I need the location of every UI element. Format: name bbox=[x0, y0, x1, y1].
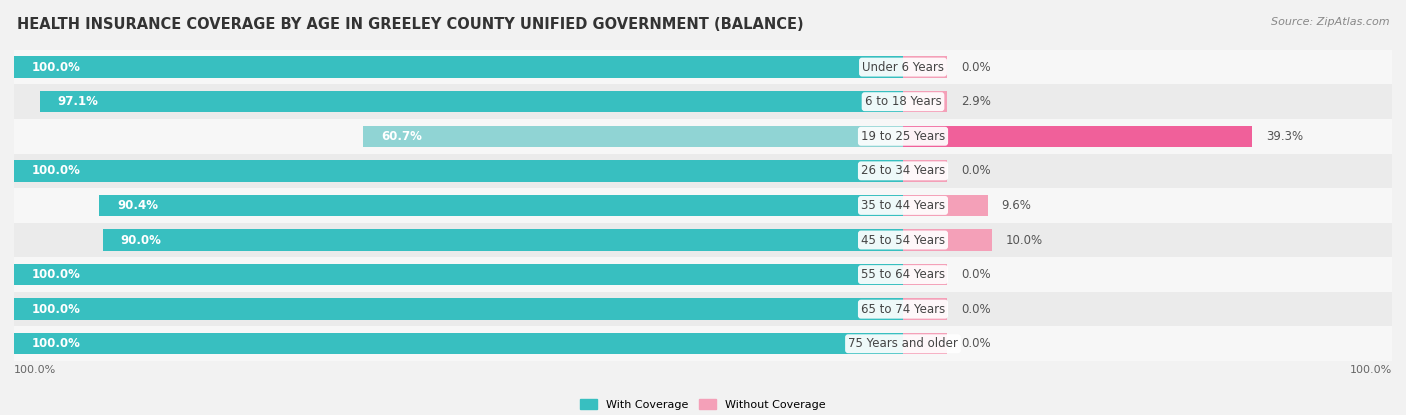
Text: 0.0%: 0.0% bbox=[960, 164, 990, 177]
Bar bbox=[14, 56, 903, 78]
Bar bbox=[14, 298, 903, 320]
Bar bbox=[903, 125, 1253, 147]
Bar bbox=[0, 84, 1406, 119]
Text: 0.0%: 0.0% bbox=[960, 303, 990, 316]
Text: 100.0%: 100.0% bbox=[32, 61, 80, 73]
Bar bbox=[100, 195, 903, 216]
Bar bbox=[14, 264, 903, 286]
Text: 90.0%: 90.0% bbox=[121, 234, 162, 247]
Bar bbox=[0, 154, 1406, 188]
Bar bbox=[903, 229, 991, 251]
Bar bbox=[903, 333, 948, 354]
Bar bbox=[903, 91, 948, 112]
Text: 100.0%: 100.0% bbox=[32, 268, 80, 281]
Bar bbox=[39, 91, 903, 112]
Text: 97.1%: 97.1% bbox=[58, 95, 98, 108]
Text: Under 6 Years: Under 6 Years bbox=[862, 61, 943, 73]
Bar bbox=[0, 223, 1406, 257]
Bar bbox=[0, 327, 1406, 361]
Bar bbox=[363, 125, 903, 147]
Text: 2.9%: 2.9% bbox=[960, 95, 991, 108]
Bar bbox=[0, 188, 1406, 223]
Text: 10.0%: 10.0% bbox=[1005, 234, 1042, 247]
Text: 100.0%: 100.0% bbox=[32, 164, 80, 177]
Text: Source: ZipAtlas.com: Source: ZipAtlas.com bbox=[1271, 17, 1389, 27]
Text: 0.0%: 0.0% bbox=[960, 337, 990, 350]
Bar bbox=[14, 333, 903, 354]
Text: 65 to 74 Years: 65 to 74 Years bbox=[860, 303, 945, 316]
Text: 0.0%: 0.0% bbox=[960, 61, 990, 73]
Bar bbox=[14, 160, 903, 182]
Bar bbox=[903, 264, 948, 286]
Text: 45 to 54 Years: 45 to 54 Years bbox=[860, 234, 945, 247]
Text: 100.0%: 100.0% bbox=[1350, 365, 1392, 375]
Text: 19 to 25 Years: 19 to 25 Years bbox=[860, 130, 945, 143]
Text: 75 Years and older: 75 Years and older bbox=[848, 337, 957, 350]
Text: 26 to 34 Years: 26 to 34 Years bbox=[860, 164, 945, 177]
Text: 90.4%: 90.4% bbox=[117, 199, 159, 212]
Text: 35 to 44 Years: 35 to 44 Years bbox=[860, 199, 945, 212]
Text: 60.7%: 60.7% bbox=[381, 130, 422, 143]
Text: 100.0%: 100.0% bbox=[32, 337, 80, 350]
Text: 100.0%: 100.0% bbox=[32, 303, 80, 316]
Bar bbox=[103, 229, 903, 251]
Bar bbox=[0, 119, 1406, 154]
Bar bbox=[903, 195, 988, 216]
Bar bbox=[903, 56, 948, 78]
Text: 6 to 18 Years: 6 to 18 Years bbox=[865, 95, 942, 108]
Legend: With Coverage, Without Coverage: With Coverage, Without Coverage bbox=[576, 395, 830, 415]
Bar bbox=[903, 160, 948, 182]
Text: 39.3%: 39.3% bbox=[1265, 130, 1303, 143]
Text: 55 to 64 Years: 55 to 64 Years bbox=[860, 268, 945, 281]
Text: 9.6%: 9.6% bbox=[1001, 199, 1032, 212]
Text: 100.0%: 100.0% bbox=[14, 365, 56, 375]
Text: HEALTH INSURANCE COVERAGE BY AGE IN GREELEY COUNTY UNIFIED GOVERNMENT (BALANCE): HEALTH INSURANCE COVERAGE BY AGE IN GREE… bbox=[17, 17, 803, 32]
Bar bbox=[0, 292, 1406, 327]
Bar bbox=[903, 298, 948, 320]
Bar bbox=[0, 257, 1406, 292]
Text: 0.0%: 0.0% bbox=[960, 268, 990, 281]
Bar bbox=[0, 50, 1406, 84]
